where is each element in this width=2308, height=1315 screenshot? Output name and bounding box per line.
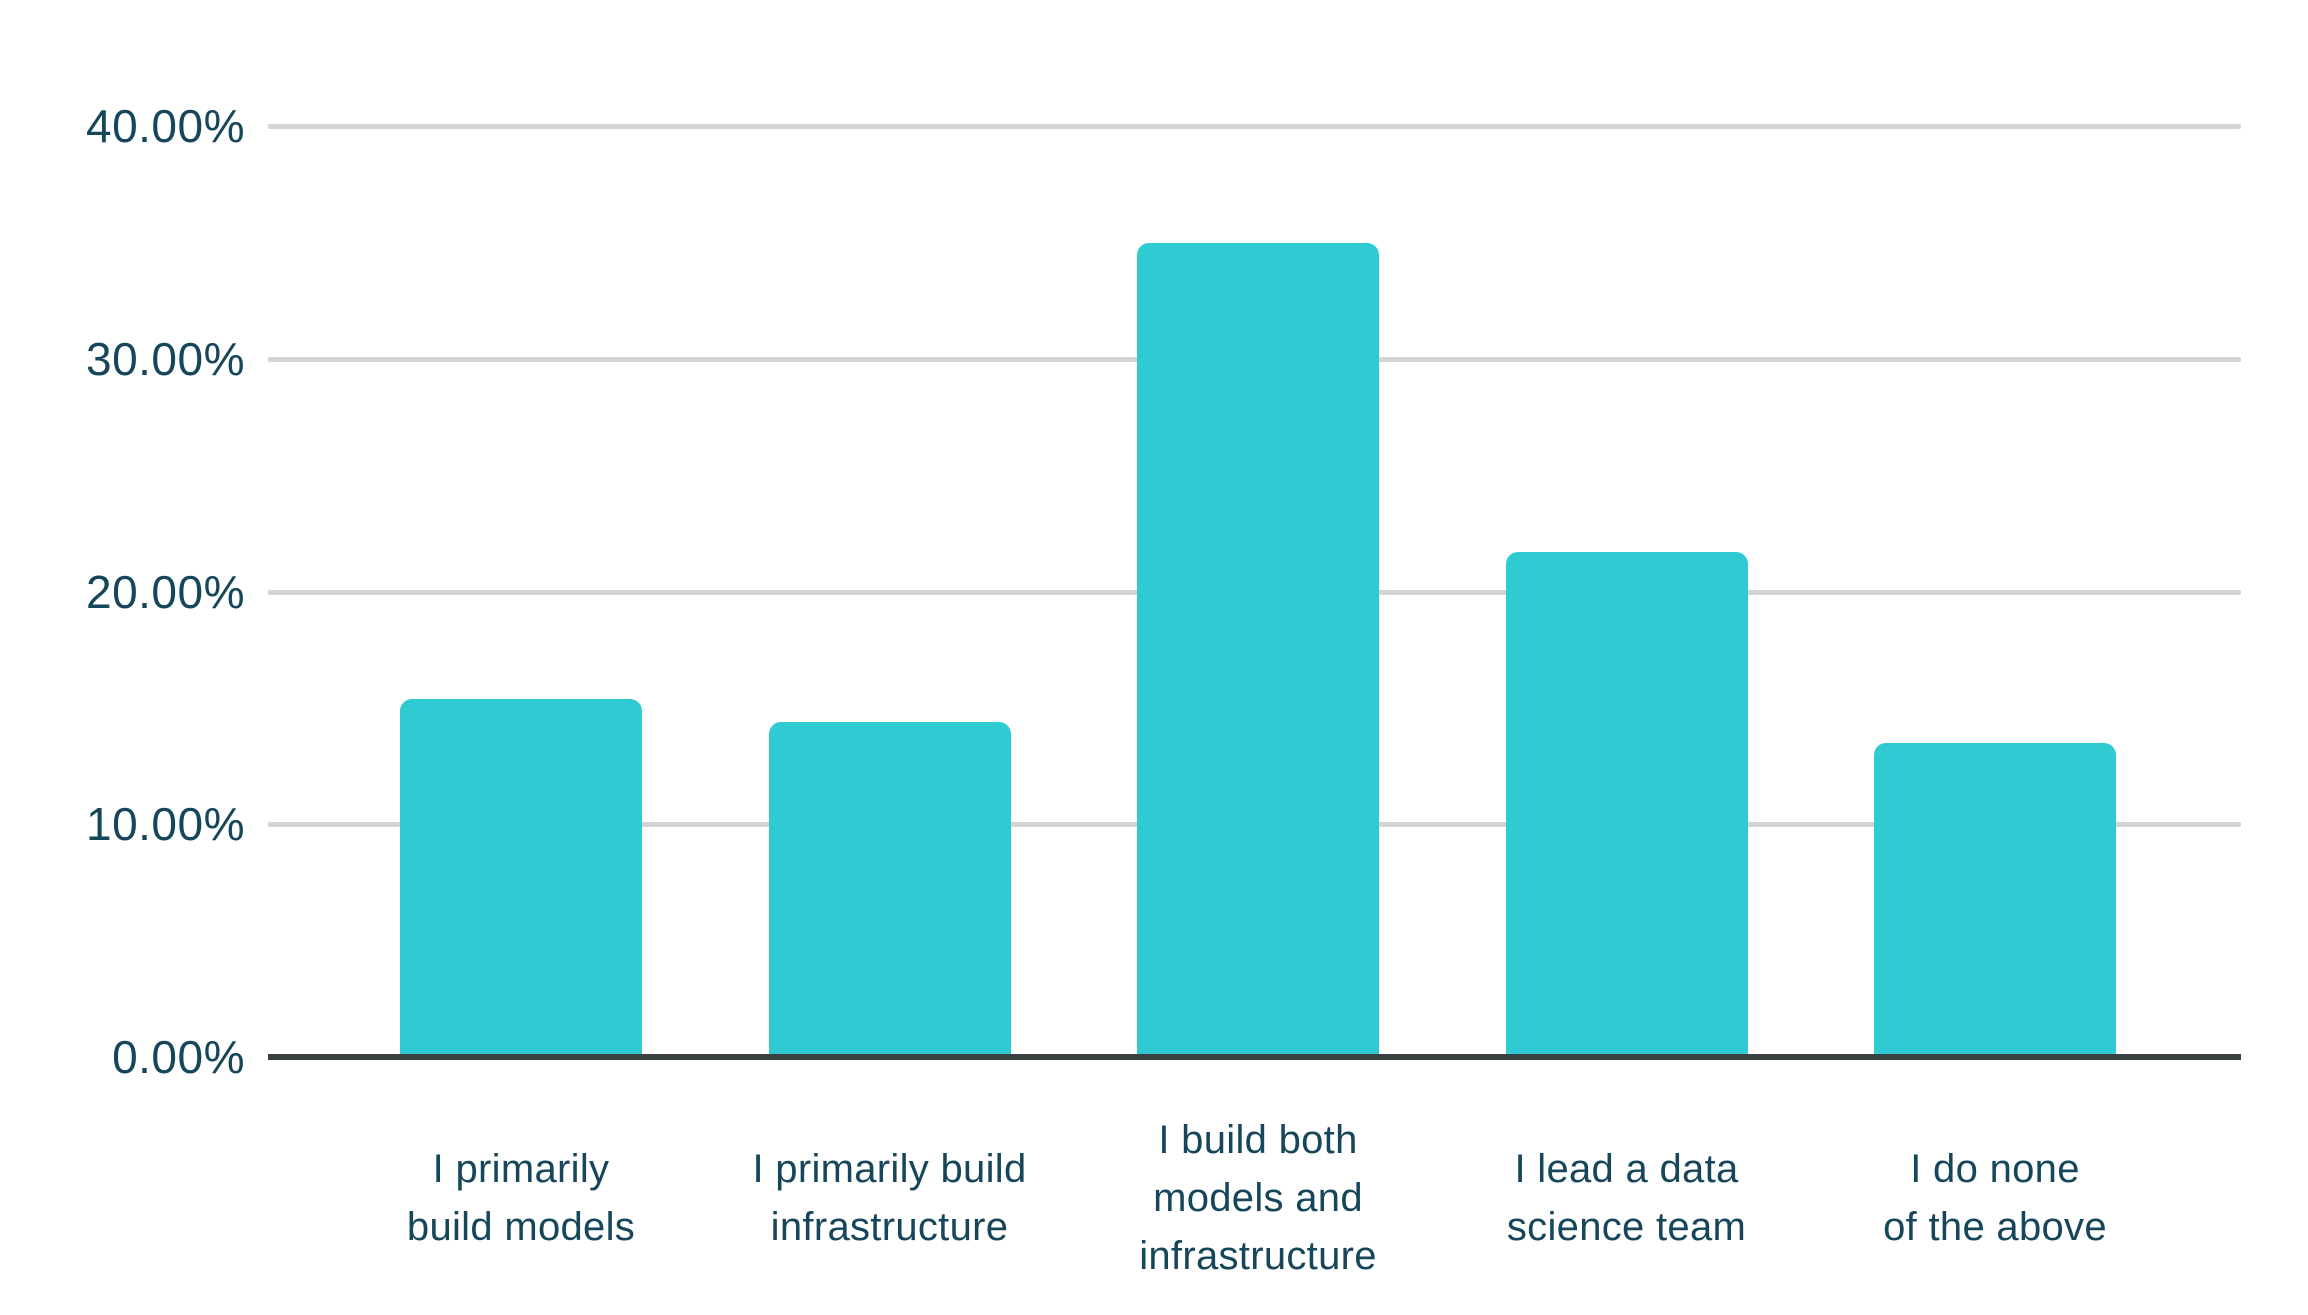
y-axis-tick-label: 20.00%	[85, 565, 245, 618]
y-axis-tick-label: 10.00%	[85, 798, 245, 851]
bar	[1137, 242, 1379, 1057]
bar	[1505, 552, 1748, 1057]
y-axis-tick-label: 0.00%	[112, 1031, 245, 1083]
bar	[400, 698, 642, 1057]
y-axis-tick-label: 30.00%	[85, 332, 245, 385]
x-axis-category-label: I primarily build infrastructure	[752, 1147, 1027, 1249]
gridline	[268, 124, 2241, 130]
x-axis-line	[268, 1054, 2241, 1060]
y-axis-tick-label: 40.00%	[85, 100, 245, 153]
x-axis-category-label: I lead a data science team	[1506, 1147, 1747, 1249]
x-axis-category-label: I primarily build models	[406, 1147, 636, 1249]
x-axis-category-label: I do none of the above	[1883, 1147, 2107, 1249]
bar	[1874, 742, 2116, 1057]
x-axis-category-label: I build both models and infrastructure	[1139, 1118, 1377, 1278]
bar	[768, 721, 1011, 1057]
